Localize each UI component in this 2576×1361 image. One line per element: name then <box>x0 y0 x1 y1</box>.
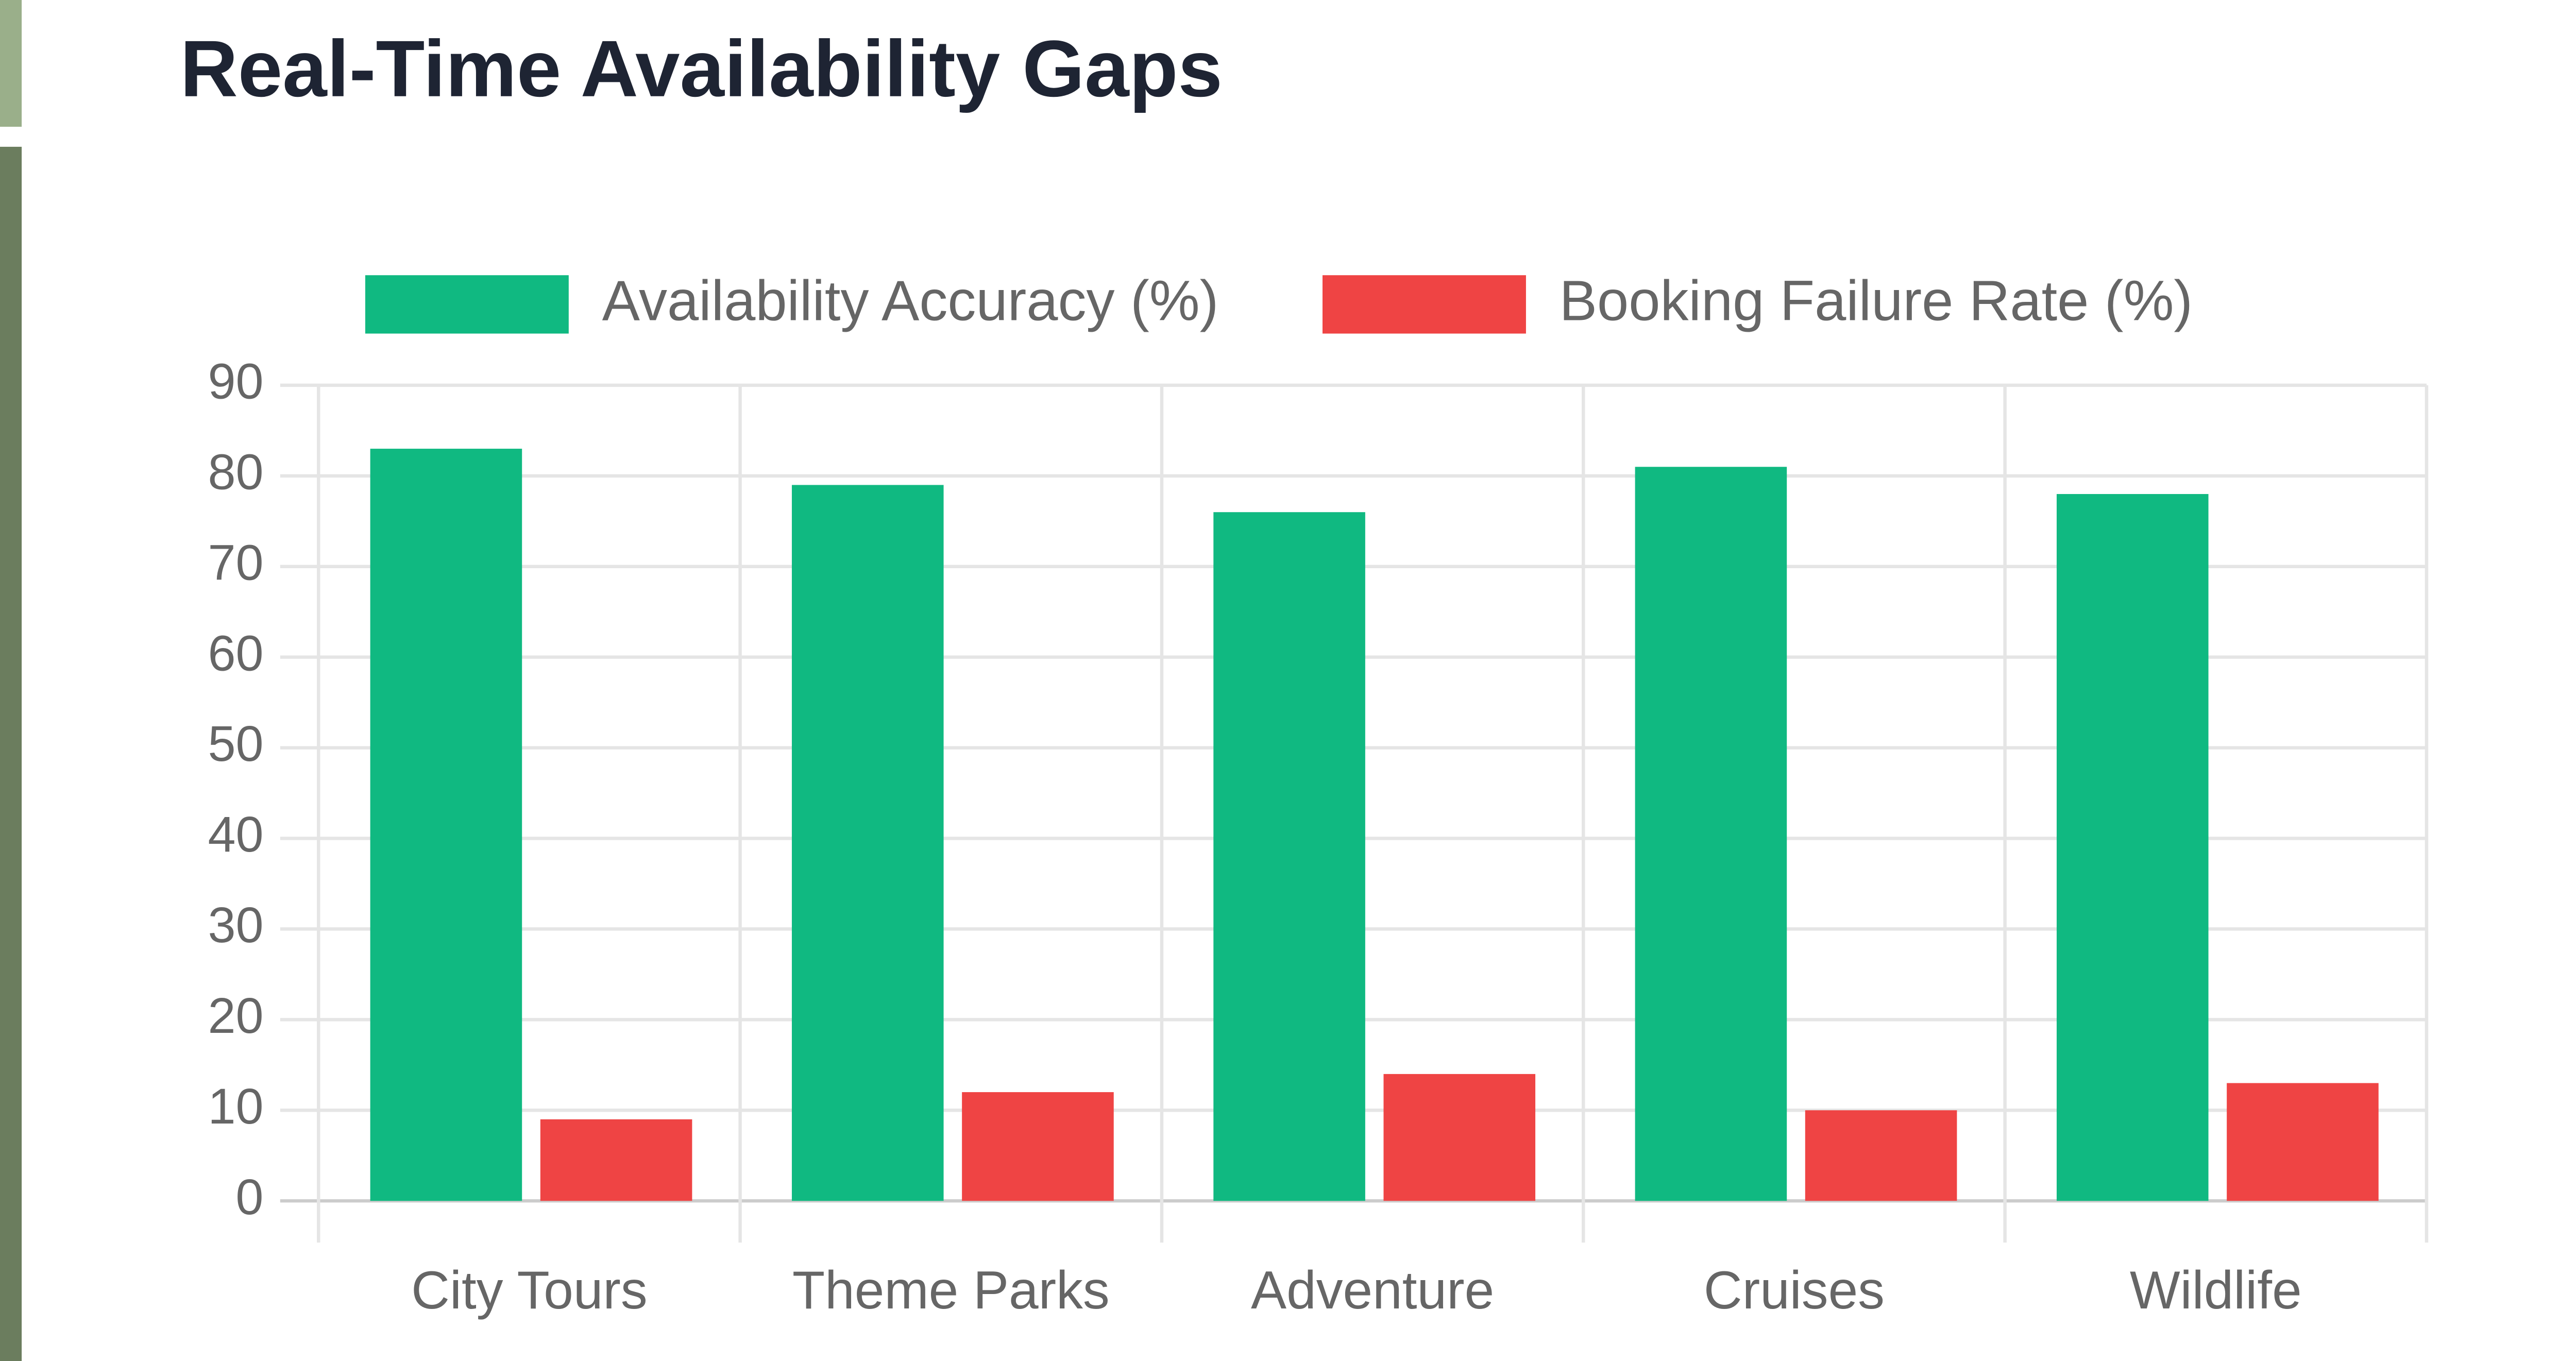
bar <box>1635 467 1787 1201</box>
bar <box>1383 1074 1536 1201</box>
bar <box>1805 1110 1957 1201</box>
legend-swatch <box>365 275 569 334</box>
accent-bar <box>0 0 22 127</box>
y-tick-label: 80 <box>208 444 263 500</box>
y-tick-label: 60 <box>208 625 263 681</box>
accent-bar <box>0 146 22 1361</box>
bar <box>791 485 944 1201</box>
x-tick-label: Cruises <box>1704 1260 1885 1320</box>
y-tick-label: 70 <box>208 534 263 590</box>
legend-label: Availability Accuracy (%) <box>602 269 1219 333</box>
bar <box>962 1092 1114 1201</box>
y-tick-label: 50 <box>208 716 263 772</box>
y-tick-label: 20 <box>208 988 263 1044</box>
bar <box>540 1119 692 1201</box>
x-tick-label: Theme Parks <box>792 1260 1110 1320</box>
y-tick-label: 0 <box>235 1169 263 1225</box>
x-tick-label: Wildlife <box>2130 1260 2302 1320</box>
legend-label: Booking Failure Rate (%) <box>1560 269 2193 333</box>
bar <box>2227 1083 2379 1201</box>
y-tick-label: 40 <box>208 806 263 862</box>
y-tick-label: 90 <box>208 353 263 410</box>
x-tick-label: Adventure <box>1251 1260 1494 1320</box>
y-tick-label: 10 <box>208 1078 263 1134</box>
legend-swatch <box>1323 275 1526 334</box>
y-tick-label: 30 <box>208 897 263 953</box>
bar <box>1213 512 1365 1201</box>
bar <box>370 449 522 1201</box>
x-tick-label: City Tours <box>411 1260 648 1320</box>
chart-title: Real-Time Availability Gaps <box>180 24 1223 113</box>
bar <box>2056 494 2209 1201</box>
